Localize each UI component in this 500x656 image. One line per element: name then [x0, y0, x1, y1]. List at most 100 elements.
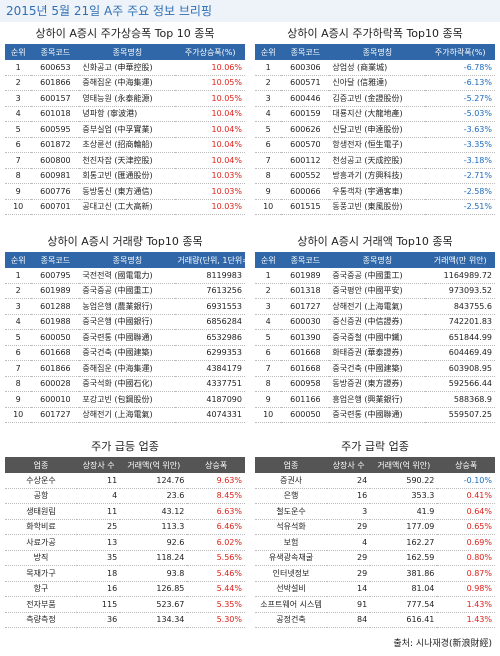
table-cell: 600028 [31, 376, 80, 392]
table-cell: 10.04% [175, 106, 245, 122]
table-cell: -3.18% [425, 152, 495, 169]
table-cell: 18 [77, 565, 121, 582]
table-row: 3 600446 김증고빈 (金證股份) -5.27% [255, 90, 495, 107]
table-cell: 601872 [31, 137, 80, 153]
table-cell: -0.10% [437, 473, 495, 489]
table-cell: 생태원림 [5, 503, 77, 520]
table-row: 9 600066 우통객차 (宇通客車) -2.58% [255, 183, 495, 200]
table-row: 5 600050 중국련통 (中國聯通) 6532986 [5, 329, 245, 346]
table-cell: -2.51% [425, 199, 495, 215]
table-row: 2 601866 중해집운 (中海集運) 10.05% [5, 75, 245, 91]
table-cell: 5.30% [187, 612, 245, 628]
table-cell: 7 [255, 152, 282, 169]
table-cell: 601727 [31, 407, 80, 423]
table-cell: 126.85 [120, 581, 188, 597]
table-cell: 36 [77, 612, 121, 628]
table-row: 사료가공 13 92.6 6.02% [5, 534, 245, 551]
column-header: 업종 [5, 457, 77, 473]
table-row: 1 600306 상업성 (商業城) -6.78% [255, 60, 495, 76]
table-cell: 6299353 [175, 345, 245, 361]
table-title: 주가 급등 업종 [91, 440, 159, 453]
table-cell: 600010 [31, 391, 80, 408]
table-cell: 천진자잡 (天津控股) [79, 152, 176, 169]
table-row: 1 600653 신화공고 (申華控股) 10.06% [5, 60, 245, 76]
data-table: 순위 종목코드 종목명칭 거래액(만 위안) 1 601989 중국중공 (中國重工) 116… [255, 252, 495, 423]
table-cell: 인터넷정보 [255, 565, 327, 582]
table-row: 6 600570 항생전자 (恒生電子) -3.35% [255, 137, 495, 153]
table-cell: 5 [5, 329, 32, 346]
table-cell: 162.27 [370, 534, 438, 551]
table-row: 8 600028 중국석화 (中國石化) 4337751 [5, 376, 245, 392]
table-cell: 1 [255, 60, 282, 76]
table-cell: 항구 [5, 581, 77, 597]
table-cell: 화학비료 [5, 519, 77, 535]
table-cell: 600571 [281, 75, 330, 91]
column-header: 거래액(억 위안) [120, 457, 188, 473]
table-cell: 중국련통 (中國聯通) [329, 407, 426, 423]
table-row: 방직 35 118.24 5.56% [5, 550, 245, 566]
table-cell: 11 [77, 503, 121, 520]
table-cell: 8 [255, 168, 282, 184]
table-row: 5 600626 신달고빈 (申達股份) -3.63% [255, 121, 495, 138]
table-cell: 742201.83 [425, 314, 495, 330]
table-cell: 600157 [31, 90, 80, 107]
table-row: 소프트웨어 시스템 91 777.54 1.43% [255, 596, 495, 613]
table-cell: 601018 [31, 106, 80, 122]
table-row: 6 601668 중국건축 (中國建築) 6299353 [5, 345, 245, 361]
table-cell: 1164989.72 [425, 268, 495, 284]
table-row: 4 601988 중국은행 (中國銀行) 6856284 [5, 314, 245, 330]
table-row: 5 601390 중국중철 (中國中鐵) 651844.99 [255, 329, 495, 346]
data-table: 순위 종목코드 종목명칭 주가하락폭(%) 1 600306 상업성 (商業城) -6.78%… [255, 44, 495, 215]
table-cell: 600570 [281, 137, 330, 153]
table-cell: 중해집운 (中海集運) [79, 360, 176, 377]
table-row: 6 601872 초상륜선 (招商輪船) 10.04% [5, 137, 245, 153]
table-row: 7 601866 중해집운 (中海集運) 4384179 [5, 360, 245, 377]
table-cell: 공항 [5, 488, 77, 504]
table-row: 2 600571 신아달 (信雅達) -6.13% [255, 75, 495, 91]
table-cell: 3 [5, 298, 32, 315]
table-cell: 농업은행 (農業銀行) [79, 298, 176, 315]
table-cell: 중국중공 (中國重工) [329, 268, 426, 284]
table-cell: 중국중공 (中國重工) [79, 283, 176, 299]
table-row: 항구 16 126.85 5.44% [5, 581, 245, 597]
table-row: 10 600050 중국련통 (中國聯通) 559507.25 [255, 407, 495, 423]
header-row: 순위 종목코드 종목명칭 거래액(만 위안) [255, 252, 495, 268]
table-cell: 7 [5, 360, 32, 377]
table-row: 증권사 24 590.22 -0.10% [255, 473, 495, 489]
column-header: 상승폭 [187, 457, 245, 473]
table-cell: 16 [327, 488, 371, 504]
table-cell: 381.86 [370, 565, 438, 582]
column-header: 거래량(단위, 1단위=100주) [175, 252, 245, 268]
table-cell: 4 [255, 314, 282, 330]
column-header: 순위 [5, 252, 32, 268]
table-cell: 6 [5, 345, 32, 361]
table-cell: 보험 [255, 534, 327, 551]
table-cell: 화태증권 (華泰證券) [329, 345, 426, 361]
table-row: 8 600981 회통고빈 (匯通股份) 10.03% [5, 168, 245, 184]
table-cell: 843755.6 [425, 298, 495, 315]
column-header: 상승폭 [437, 457, 495, 473]
table-cell: 601866 [31, 75, 80, 91]
table-cell: 9 [255, 391, 282, 408]
table-cell: 포강고빈 (包鋼股份) [79, 391, 176, 408]
table-cell: 선박설비 [255, 581, 327, 597]
table-cell: 10 [5, 199, 32, 215]
table-cell: 6856284 [175, 314, 245, 330]
data-table: 순위 종목코드 종목명칭 주가상승폭(%) 1 600653 신화공고 (申華控股) 10.0… [5, 44, 245, 215]
table-row: 9 600776 동방통신 (東方通信) 10.03% [5, 183, 245, 200]
table-row: 1 600795 국전전력 (國電電力) 8119983 [5, 268, 245, 284]
table-cell: 중국평안 (中國平安) [329, 283, 426, 299]
table-cell: 중해집운 (中海集運) [79, 75, 176, 91]
table-cell: 신화공고 (申華控股) [79, 60, 176, 76]
table-cell: -2.58% [425, 183, 495, 200]
table-cell: 91 [327, 596, 371, 613]
table-cell: 600306 [281, 60, 330, 76]
table-block: 주가 급등 업종 업종 상장사 수 거래액(억 위안) 상승폭 수상운수 11 124.76 9… [5, 437, 245, 628]
column-header: 종목코드 [31, 252, 80, 268]
table-cell: 10.03% [175, 183, 245, 200]
column-header: 종목코드 [281, 44, 330, 60]
table-title: 상하이 A증시 거래액 Top10 종목 [297, 235, 453, 248]
